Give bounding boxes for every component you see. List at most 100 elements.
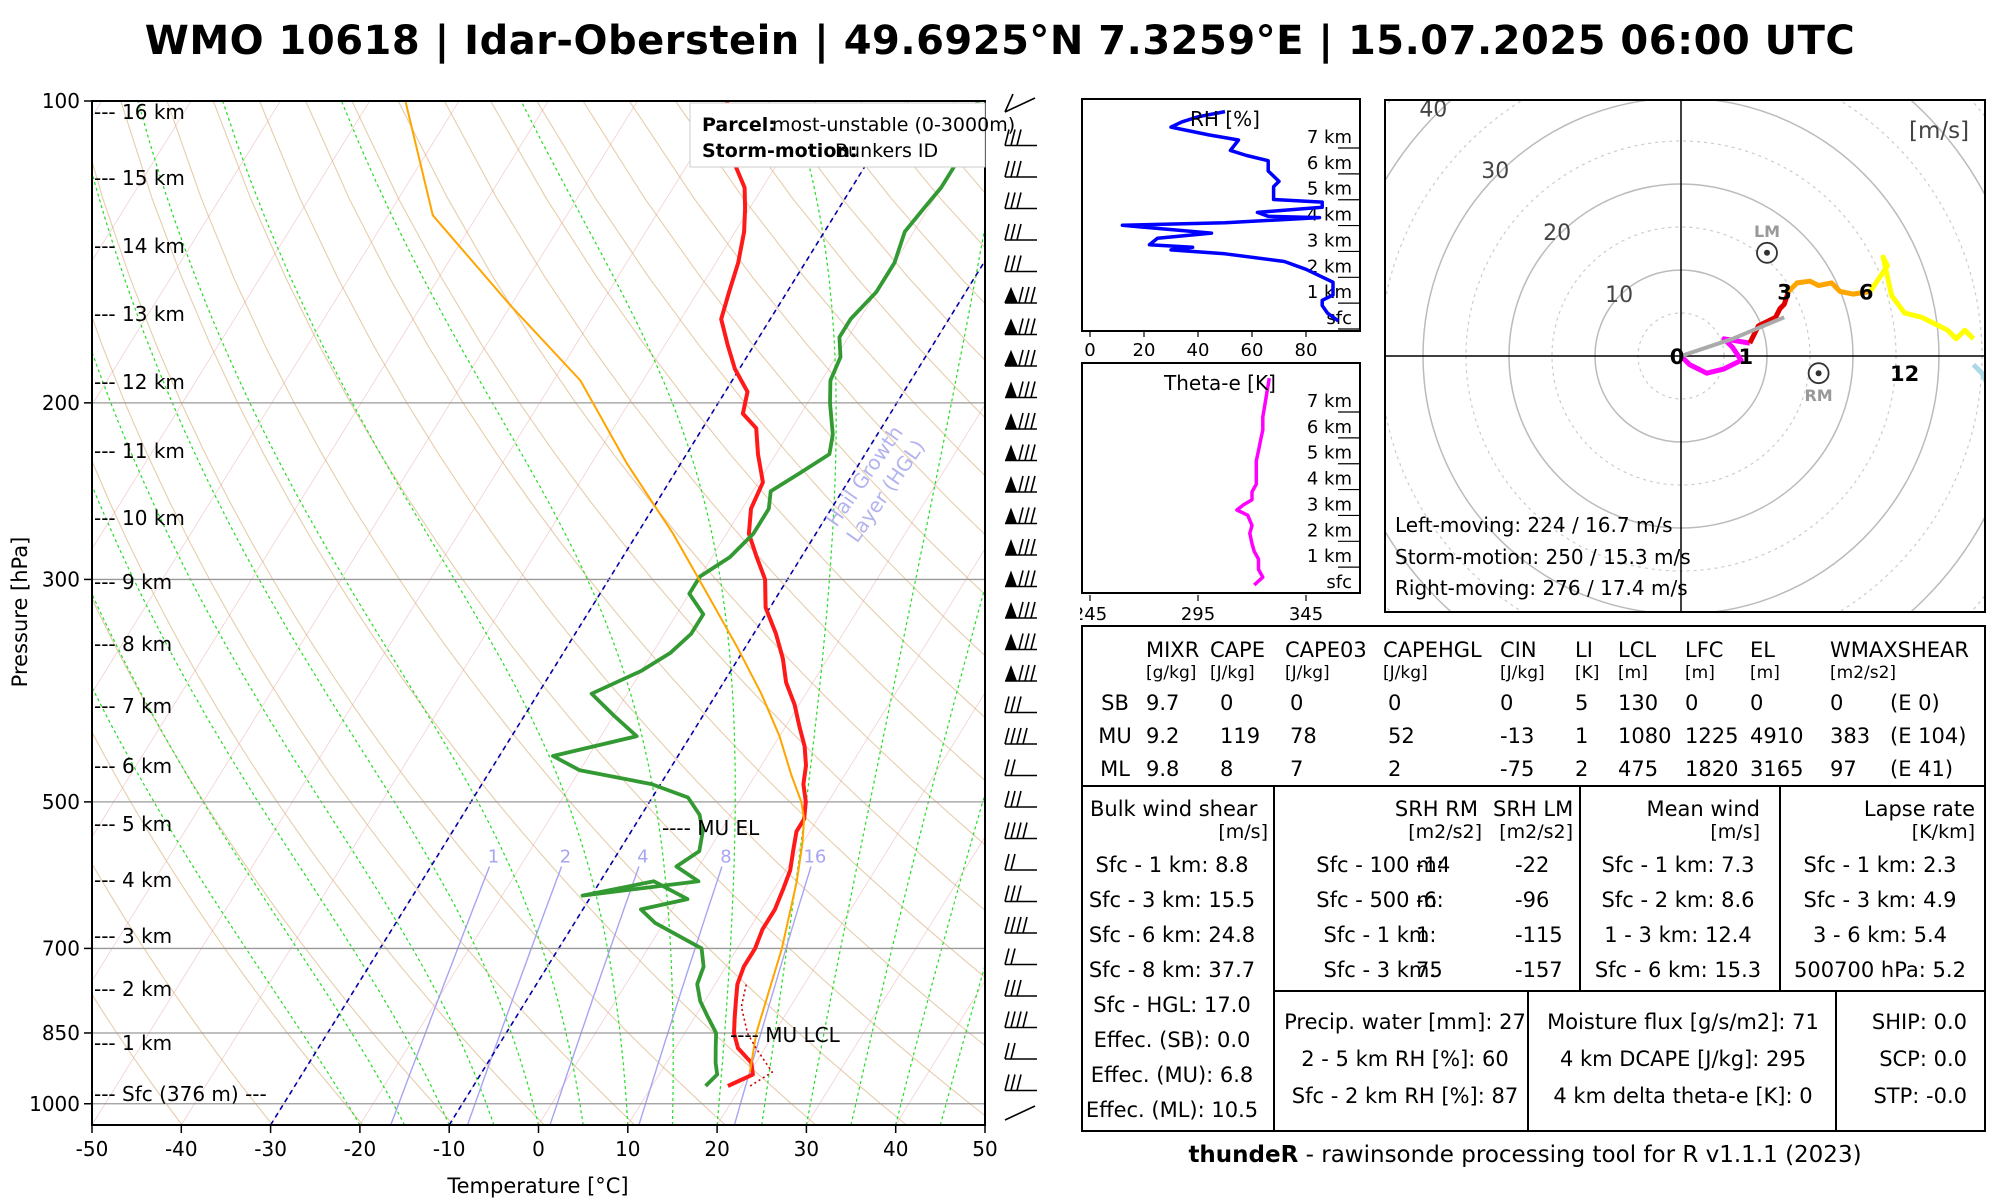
srh-lm-value: -115 <box>1515 923 1563 947</box>
y-tick-label: 200 <box>42 391 80 415</box>
param-value: 1080 <box>1618 724 1671 748</box>
x-tick-label: -30 <box>254 1137 287 1161</box>
height-label: --- 7 km <box>94 694 172 718</box>
y-tick-label: 100 <box>42 89 80 113</box>
moist-adiabat-line <box>92 350 495 1125</box>
lapse-rate-row: 500700 hPa: 5.2 <box>1794 958 1966 982</box>
srh-row-label: Sfc - 500 m: <box>1316 888 1444 912</box>
thetae_panel-line <box>1235 377 1272 587</box>
rh_panel-line <box>1120 109 1340 323</box>
rh-panel: 7 km 6 km 5 km 4 km 3 km 2 km 1 km sfc 0 20 40 60 80… <box>1081 98 1361 356</box>
dry-adiabat-line <box>120 101 817 1125</box>
wind-barb-shape <box>1005 664 1037 682</box>
hodograph-height-mark: 0 <box>1670 345 1685 369</box>
isotherm-line <box>180 101 817 1125</box>
moisture-misc-row: Moisture flux [g/s/m2]: 71 <box>1547 1010 1819 1034</box>
thetae-panel: 7 km 6 km 5 km 4 km 3 km 2 km 1 km sfc 245 295 345… <box>1080 362 1361 625</box>
wind-barb <box>1004 318 1037 336</box>
dewpoint-line <box>551 101 983 1088</box>
moist-adiabat-line <box>895 791 985 1125</box>
y-tick-label: 850 <box>42 1021 80 1045</box>
dry-adiabat-line <box>92 993 183 1125</box>
height-label: --- 15 km <box>94 166 185 190</box>
parcel-key: Parcel: <box>702 114 776 136</box>
wind-barb-shape <box>1005 444 1037 462</box>
mixing-ratio-line <box>390 866 491 1125</box>
rh-frame <box>1081 98 1361 332</box>
moist-adiabat-line <box>939 963 985 1125</box>
param-value: (E 0) <box>1890 691 1940 715</box>
rh_panel-level-label: 5 km <box>1307 179 1352 200</box>
precip-misc-row: 2 - 5 km RH [%]: 60 <box>1301 1047 1509 1071</box>
param-unit: [m] <box>1685 663 1715 683</box>
param-value: 0 <box>1830 691 1843 715</box>
dry-adiabat-line <box>92 862 274 1125</box>
param-value: 7 <box>1290 757 1303 781</box>
lapse-rate-row: Sfc - 1 km: 2.3 <box>1804 853 1957 877</box>
bulk-shear-row: Effec. (ML): 10.5 <box>1086 1098 1258 1122</box>
wind-barb <box>1004 255 1037 273</box>
param-value: 52 <box>1388 724 1415 748</box>
wind-barb <box>1004 129 1037 147</box>
dry-adiabat-line <box>351 101 985 912</box>
thetae_panel-level-label: 5 km <box>1307 443 1352 464</box>
param-value: 2 <box>1575 757 1588 781</box>
height-label: --- 4 km <box>94 868 172 892</box>
param-value: 1225 <box>1685 724 1738 748</box>
wind-barb <box>1004 727 1037 745</box>
bulk-shear-row: Sfc - 1 km: 8.8 <box>1096 853 1249 877</box>
param-row-label: ML <box>1100 757 1130 781</box>
height-label: --- 3 km <box>94 924 172 948</box>
rh_panel-level-label: 4 km <box>1307 205 1352 226</box>
rh_panel-level-label: 3 km <box>1307 230 1352 251</box>
wind-barb-shape <box>1004 93 1036 113</box>
moist-adiabat-line <box>137 101 584 1125</box>
thetae-title: Theta-e [K] <box>1163 371 1276 395</box>
wind-barb <box>1004 885 1037 903</box>
srh-rm-value: 75 <box>1416 958 1443 982</box>
wind-barb-shape <box>1004 160 1037 178</box>
wind-barb-pennant <box>1005 350 1017 366</box>
y-tick-label: 300 <box>42 567 80 591</box>
hodograph-frame <box>1384 99 1986 613</box>
rh_panel-x-tick-label: 80 <box>1295 340 1318 356</box>
srh-lm-value: -96 <box>1515 888 1549 912</box>
wind-barb <box>1005 601 1037 619</box>
wind-barb-pennant <box>1005 444 1017 461</box>
right-mover-label: RM <box>1804 386 1832 405</box>
lapse-rate-row: Sfc - 3 km: 4.9 <box>1804 888 1957 912</box>
srh-rm-value: -6 <box>1416 888 1437 912</box>
wind-barb-shape <box>1005 570 1037 588</box>
dry-adiabat-line <box>92 159 726 1125</box>
dry-adiabat-line <box>92 459 545 1125</box>
param-value: 119 <box>1220 724 1260 748</box>
height-label: --- 12 km <box>94 370 185 394</box>
wind-barb <box>1005 475 1037 493</box>
srh-row-label: Sfc - 100 m: <box>1316 853 1444 877</box>
wind-barb-pennant <box>1005 476 1017 492</box>
srh-rm-title: SRH RM <box>1395 797 1478 821</box>
wind-barb <box>1004 948 1037 966</box>
mean-wind-row: Sfc - 1 km: 7.3 <box>1602 853 1755 877</box>
param-value: 8 <box>1220 757 1233 781</box>
storm-motion-key: Storm-motion: <box>702 140 858 162</box>
param-value: 475 <box>1618 757 1658 781</box>
right-moving-line: Right-moving: 276 / 17.4 m/s <box>1395 576 1688 600</box>
param-value: 9.8 <box>1146 757 1179 781</box>
bulk-shear-row: Sfc - 6 km: 24.8 <box>1089 923 1255 947</box>
mean-wind-row: 1 - 3 km: 12.4 <box>1604 923 1751 947</box>
mixing-ratio-label: 8 <box>720 847 731 868</box>
wind-barb-shape <box>1004 696 1037 714</box>
hodograph-height-mark: 1 <box>1738 345 1753 369</box>
param-header: CAPE03 <box>1285 638 1367 662</box>
height-label: --- 8 km <box>94 632 172 656</box>
param-value: (E 41) <box>1890 757 1953 781</box>
dry-adiabat-line <box>628 101 985 536</box>
y-tick-label: 500 <box>42 790 80 814</box>
wind-barb <box>1004 223 1037 241</box>
moisture-misc-row: 4 km DCAPE [J/kg]: 295 <box>1560 1047 1806 1071</box>
param-unit: [K] <box>1575 663 1599 683</box>
param-value: 3165 <box>1750 757 1803 781</box>
param-header: CIN <box>1500 638 1537 662</box>
